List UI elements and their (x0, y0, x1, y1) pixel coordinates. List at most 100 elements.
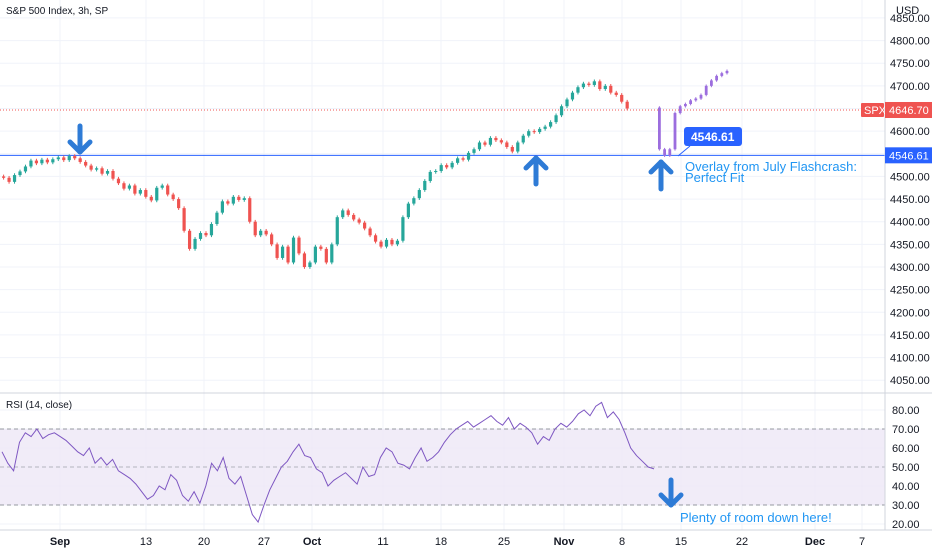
rsi-line (1, 401, 655, 524)
price-tick-label: 4200.00 (890, 307, 930, 319)
candle-body (18, 171, 22, 176)
projection-body (715, 75, 718, 81)
candle-body (187, 230, 192, 249)
candle-body (532, 131, 536, 133)
candle-body (527, 131, 531, 136)
time-tick-label: 13 (140, 536, 152, 548)
price-tick-label: 4500.00 (890, 171, 930, 183)
candle-body (198, 233, 203, 239)
spx-badge-label: SPX (864, 105, 887, 117)
rsi-title: RSI (14, close) (6, 400, 72, 411)
candle-body (171, 194, 175, 200)
candle-body (78, 158, 82, 162)
candle-body (248, 198, 252, 222)
price-grid (0, 0, 885, 530)
price-tick-label: 4100.00 (890, 353, 930, 365)
projection-body (658, 107, 661, 150)
candle-body (45, 159, 49, 163)
time-tick-label: Dec (805, 536, 825, 548)
candle-body (2, 176, 6, 178)
candle-body (286, 246, 290, 263)
candle-body (215, 212, 219, 224)
candle-body (603, 85, 607, 90)
currency-label: USD (896, 5, 919, 17)
candle-body (56, 157, 60, 160)
candle-body (620, 94, 624, 102)
price-tick-label: 4350.00 (890, 239, 930, 251)
candle-body (94, 168, 99, 170)
candle-body (275, 244, 279, 258)
candle-body (34, 160, 39, 164)
candle-body (406, 203, 410, 218)
time-tick-label: Sep (50, 536, 70, 548)
candle-body (12, 175, 17, 182)
candle-body (379, 241, 383, 247)
candle-body (554, 115, 558, 123)
candle-body (609, 85, 613, 93)
overlay-annotation-line1: Overlay from July Flashcrash: (685, 159, 857, 174)
candle-body (363, 222, 367, 229)
candle-body (521, 135, 525, 143)
candle-body (417, 190, 421, 199)
candle-body (390, 239, 394, 245)
price-tick-label: 4850.00 (890, 13, 930, 25)
projection-body (699, 94, 703, 99)
candle-body (155, 187, 159, 201)
candle-body (549, 122, 553, 127)
projection-body (704, 85, 708, 95)
candle-body (242, 198, 246, 200)
annotation-arrows (67, 123, 684, 508)
projection-body (668, 149, 672, 156)
price-tick-label: 4250.00 (890, 285, 930, 297)
time-tick-label: Oct (303, 536, 322, 548)
time-tick-label: 18 (435, 536, 447, 548)
projection-body (694, 98, 698, 101)
price-tick-label: 4600.00 (890, 126, 930, 138)
candle-body (264, 230, 268, 235)
candle-body (144, 190, 148, 197)
candle-body (204, 233, 208, 236)
candle-body (62, 157, 66, 161)
candle-body (40, 159, 44, 164)
candle-body (111, 170, 115, 179)
candle-body (368, 228, 372, 236)
candle-body (488, 137, 493, 145)
candle-body (182, 208, 186, 231)
candle-body (466, 152, 471, 160)
level-badge-price: 4546.61 (889, 150, 929, 162)
candle-body (450, 162, 454, 168)
candle-body (270, 234, 274, 245)
down-arrow-sep (67, 123, 93, 155)
projection-body (684, 103, 687, 107)
candle-body (592, 81, 596, 85)
candle-body (291, 237, 296, 263)
candle-body (428, 171, 432, 181)
candle-body (89, 165, 93, 170)
time-tick-label: 22 (736, 536, 748, 548)
candle-body (231, 196, 235, 204)
price-tick-label: 4300.00 (890, 262, 930, 274)
candle-body (357, 219, 361, 223)
candle-body (166, 185, 170, 195)
candle-body (193, 238, 197, 249)
candle-body (73, 156, 77, 159)
rsi-axis[interactable]: 20.00 30.00 40.00 50.00 60.00 70.00 80.00 (892, 405, 920, 531)
candle-body (543, 126, 547, 129)
price-axis[interactable]: 4050.00 4100.00 4150.00 4200.00 4250.00 4300.… (890, 13, 930, 387)
rsi-tick-label: 70.00 (892, 424, 920, 436)
candle-body (395, 240, 400, 245)
candle-body (297, 237, 301, 254)
candle-body (625, 101, 629, 109)
candle-body (160, 185, 164, 188)
time-tick-label: 11 (377, 536, 388, 548)
overlay-annotation-line2: Perfect Fit (685, 170, 745, 185)
candle-body (23, 166, 28, 172)
rsi-tick-label: 80.00 (892, 405, 920, 417)
projection-body (725, 70, 729, 74)
time-tick-label: 8 (619, 536, 625, 548)
time-axis[interactable]: Sep 13 20 27 Oct 11 18 25 Nov 8 15 22 Dec 7 (50, 536, 865, 548)
candle-body (445, 165, 449, 168)
candle-body (538, 128, 542, 133)
projection-body (710, 80, 713, 86)
candle-body (576, 87, 580, 93)
